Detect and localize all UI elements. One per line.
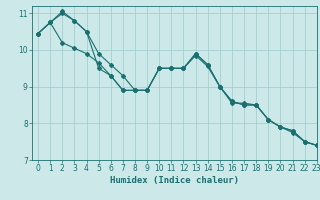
X-axis label: Humidex (Indice chaleur): Humidex (Indice chaleur) bbox=[110, 176, 239, 185]
